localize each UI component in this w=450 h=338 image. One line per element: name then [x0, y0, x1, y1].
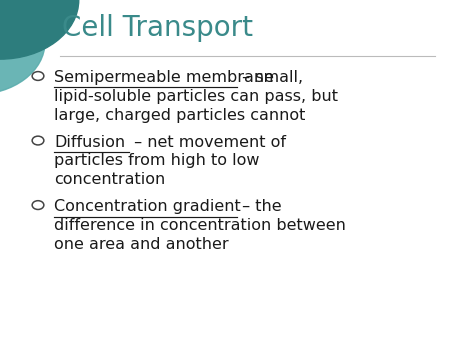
Text: large, charged particles cannot: large, charged particles cannot: [54, 108, 306, 123]
Text: Diffusion: Diffusion: [54, 135, 125, 149]
Text: lipid-soluble particles can pass, but: lipid-soluble particles can pass, but: [54, 89, 338, 104]
Text: Cell Transport: Cell Transport: [62, 14, 253, 42]
Text: – small,: – small,: [237, 70, 303, 85]
Text: difference in concentration between: difference in concentration between: [54, 218, 346, 233]
Text: one area and another: one area and another: [54, 237, 229, 252]
Circle shape: [0, 0, 79, 59]
Text: particles from high to low: particles from high to low: [54, 153, 260, 168]
Text: concentration: concentration: [54, 172, 165, 187]
Text: Semipermeable membrane: Semipermeable membrane: [54, 70, 274, 85]
Circle shape: [0, 0, 45, 95]
Text: – net movement of: – net movement of: [129, 135, 286, 149]
Text: Concentration gradient: Concentration gradient: [54, 199, 241, 214]
Text: – the: – the: [237, 199, 281, 214]
